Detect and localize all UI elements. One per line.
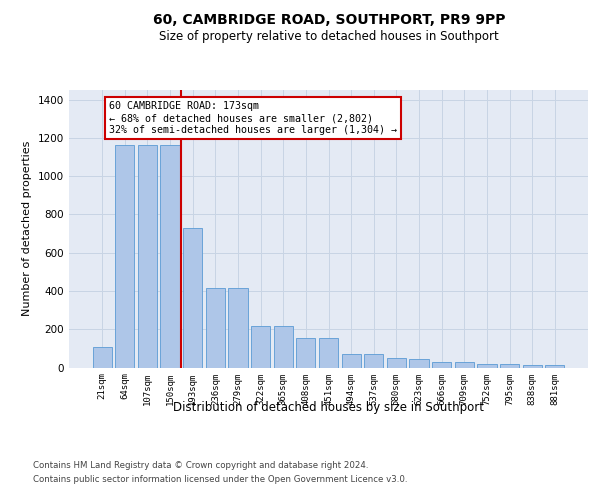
- Bar: [477, 364, 497, 368]
- Bar: [432, 362, 451, 368]
- Bar: [160, 144, 180, 368]
- Bar: [274, 326, 293, 368]
- Bar: [364, 354, 383, 368]
- Bar: [523, 365, 542, 368]
- Bar: [409, 359, 428, 368]
- Bar: [500, 364, 519, 368]
- Bar: [341, 354, 361, 368]
- Text: 60 CAMBRIDGE ROAD: 173sqm
← 68% of detached houses are smaller (2,802)
32% of se: 60 CAMBRIDGE ROAD: 173sqm ← 68% of detac…: [109, 102, 397, 134]
- Text: Size of property relative to detached houses in Southport: Size of property relative to detached ho…: [159, 30, 499, 43]
- Bar: [455, 362, 474, 368]
- Text: Contains HM Land Registry data © Crown copyright and database right 2024.: Contains HM Land Registry data © Crown c…: [33, 461, 368, 470]
- Bar: [183, 228, 202, 368]
- Bar: [319, 338, 338, 368]
- Bar: [545, 365, 565, 368]
- Bar: [251, 326, 270, 368]
- Bar: [92, 348, 112, 368]
- Bar: [138, 144, 157, 368]
- Text: 60, CAMBRIDGE ROAD, SOUTHPORT, PR9 9PP: 60, CAMBRIDGE ROAD, SOUTHPORT, PR9 9PP: [152, 12, 505, 26]
- Bar: [229, 288, 248, 368]
- Bar: [115, 144, 134, 368]
- Bar: [296, 338, 316, 368]
- Y-axis label: Number of detached properties: Number of detached properties: [22, 141, 32, 316]
- Bar: [387, 358, 406, 368]
- Text: Contains public sector information licensed under the Open Government Licence v3: Contains public sector information licen…: [33, 475, 407, 484]
- Text: Distribution of detached houses by size in Southport: Distribution of detached houses by size …: [173, 401, 484, 414]
- Bar: [206, 288, 225, 368]
